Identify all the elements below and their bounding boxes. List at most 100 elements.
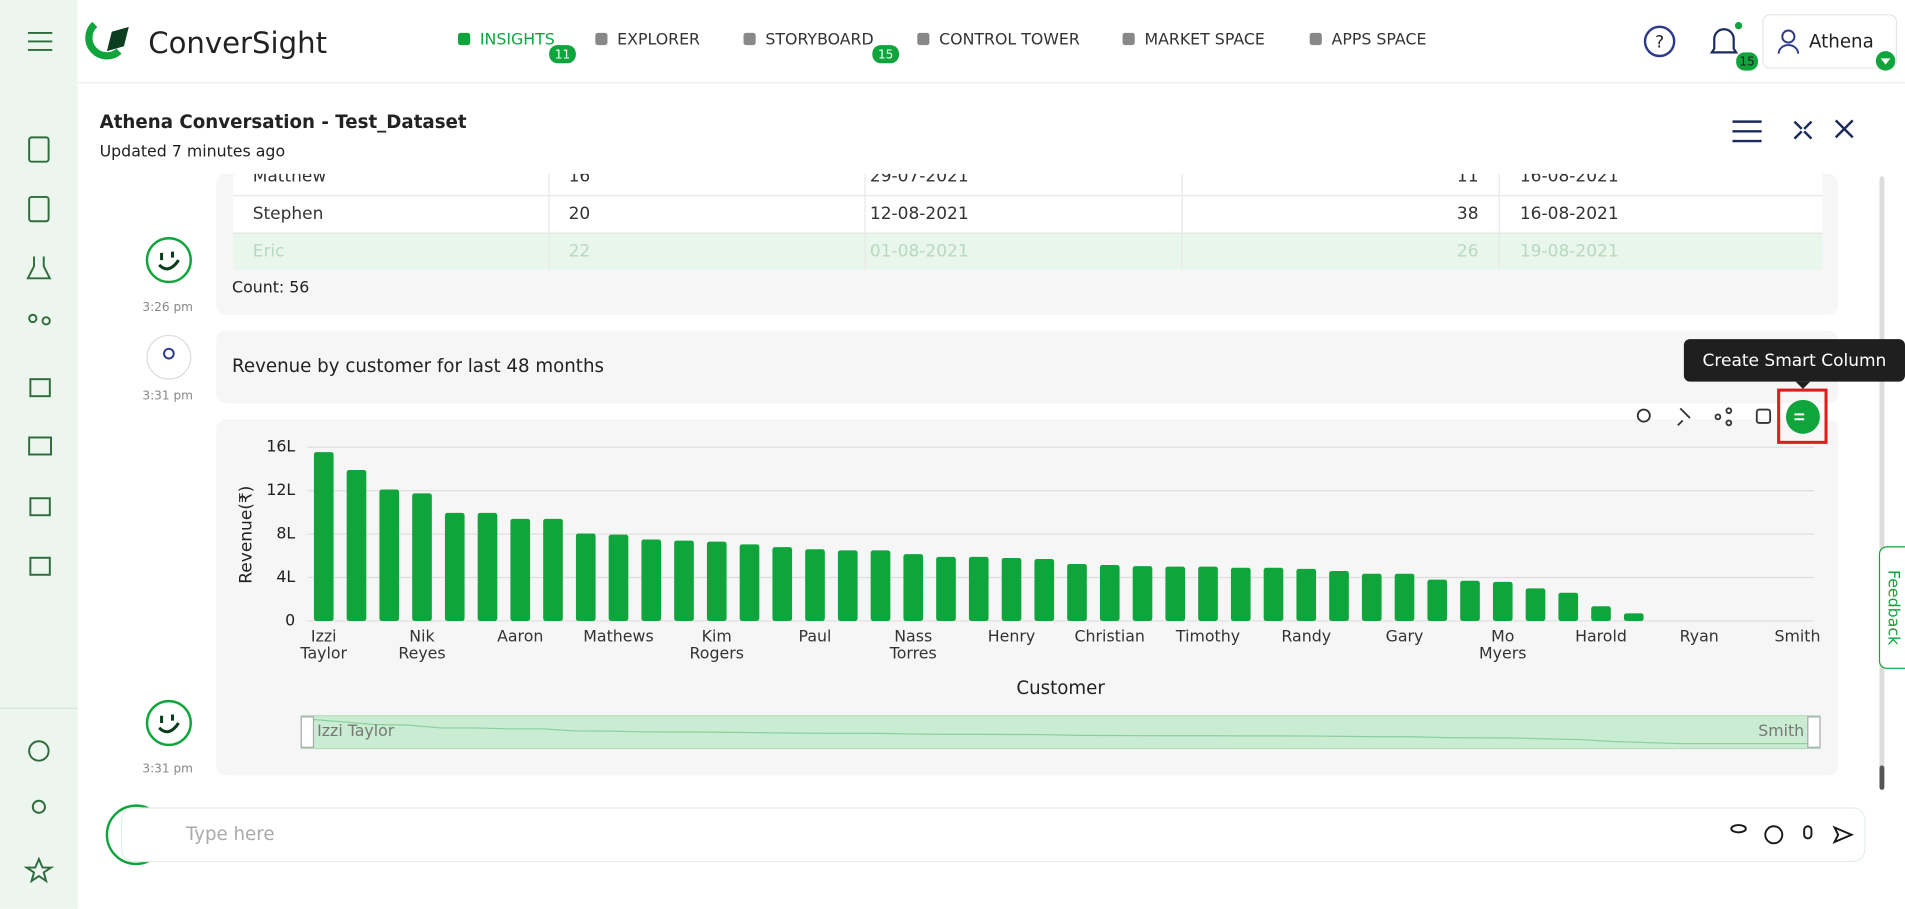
icon[interactable]	[29, 378, 51, 398]
x-tick-label: Kim Rogers	[656, 629, 777, 663]
bar	[1394, 573, 1415, 621]
scroll-thumb[interactable]	[1879, 765, 1885, 790]
nav-item[interactable]: STORYBOARD	[765, 30, 873, 49]
x-tick-label-text: Mathews	[583, 629, 654, 647]
y-tick-label: 8L	[276, 524, 295, 543]
bar	[870, 550, 891, 621]
timestamp: 3:26 pm	[142, 300, 193, 314]
icon[interactable]	[23, 856, 55, 884]
db-icon[interactable]	[1730, 824, 1747, 834]
range-start: Izzi Taylor	[317, 721, 395, 740]
user-icon	[1777, 44, 1800, 54]
bar	[968, 556, 989, 621]
nav-item[interactable]: EXPLORER	[617, 30, 700, 49]
bar	[1591, 606, 1611, 621]
bar	[1361, 573, 1382, 621]
mic-icon[interactable]	[1803, 825, 1813, 840]
range-handle[interactable]	[300, 716, 315, 748]
share-icon[interactable]	[1725, 419, 1733, 427]
tooltip	[1683, 339, 1905, 382]
dot	[1734, 21, 1743, 30]
badge-text: 15	[1739, 55, 1754, 69]
x-tick-label: Nass Torres	[852, 629, 973, 663]
user-avatar	[146, 334, 192, 380]
icon[interactable]	[31, 799, 46, 814]
icon[interactable]	[28, 136, 50, 163]
bar	[1329, 570, 1349, 621]
input-box[interactable]	[120, 807, 1866, 863]
table-cell: Stephen	[253, 204, 324, 224]
x-tick-label-box: Gary	[1344, 629, 1465, 646]
nav-icon	[595, 32, 608, 46]
logo	[85, 21, 122, 60]
user-button[interactable]	[1762, 14, 1898, 69]
bar	[1427, 579, 1448, 621]
bar	[379, 489, 400, 621]
x-tick-label-text: Paul	[798, 629, 832, 647]
x-tick-label-box: Izzi Taylor	[300, 629, 347, 662]
scrollbar	[1879, 176, 1885, 790]
bar	[1525, 588, 1546, 621]
send-icon[interactable]	[1832, 825, 1855, 844]
help-icon[interactable]	[1764, 825, 1784, 845]
range-handle[interactable]	[1807, 716, 1821, 748]
x-tick-label-box: Mo Myers	[1479, 629, 1526, 662]
nav-item[interactable]: MARKET SPACE	[1144, 30, 1264, 49]
x-tick-label: Gary	[1344, 629, 1465, 646]
icon[interactable]	[28, 436, 52, 456]
help-glyph: ?	[1655, 33, 1664, 53]
icon[interactable]	[28, 313, 38, 324]
x-tick-label: Harold	[1540, 629, 1661, 646]
zoom-icon[interactable]	[1636, 408, 1651, 423]
x-tick-label-box: Christian	[1049, 629, 1170, 646]
table-cell: Eric	[253, 242, 285, 262]
count: Count: 56	[232, 278, 309, 297]
bar	[1230, 567, 1251, 621]
bell-icon[interactable]	[1709, 28, 1739, 54]
share-icon[interactable]	[1714, 413, 1722, 421]
nav-icon	[1309, 32, 1322, 46]
table-icon[interactable]	[1755, 408, 1772, 424]
bar	[313, 452, 334, 621]
x-tick-label: Ryan	[1638, 629, 1759, 646]
nav-item[interactable]: CONTROL TOWER	[939, 30, 1080, 49]
icon[interactable]	[28, 740, 50, 762]
y-tick-label: 12L	[266, 480, 295, 499]
y-axis-label: Revenue(₹)	[237, 486, 257, 584]
highlight-box	[1777, 388, 1828, 444]
table-cell: Matthew	[253, 166, 327, 186]
bot-avatar	[145, 699, 192, 747]
x-tick-label-text: Ryan	[1679, 629, 1719, 647]
icon[interactable]	[29, 497, 51, 517]
menu-icon[interactable]	[27, 31, 53, 51]
x-tick-label: Christian	[1049, 629, 1170, 646]
collapse-icon[interactable]	[1793, 120, 1813, 140]
x-tick-label-box: Timothy	[1176, 629, 1240, 645]
bar	[903, 554, 924, 621]
bar	[837, 550, 858, 621]
filter-icon[interactable]	[1732, 120, 1762, 143]
bar	[1460, 580, 1480, 621]
y-tick-label: 4L	[276, 567, 295, 586]
share-icon[interactable]	[1725, 407, 1733, 415]
timestamp: 3:31 pm	[142, 389, 193, 403]
nav-item[interactable]: INSIGHTS	[480, 30, 555, 49]
nav-item[interactable]: APPS SPACE	[1332, 30, 1427, 49]
conversation-title: Athena Conversation - Test_Dataset	[100, 112, 467, 133]
feedback-tab[interactable]	[1878, 546, 1905, 669]
caret	[1880, 58, 1891, 65]
x-tick-label: Mathews	[558, 629, 679, 646]
close-icon[interactable]	[1834, 119, 1854, 139]
bar	[641, 539, 662, 621]
pin-icon[interactable]	[1677, 407, 1691, 426]
y-tick-label: 0	[285, 610, 295, 629]
icon[interactable]	[28, 195, 50, 223]
smart-column-button[interactable]	[1785, 399, 1820, 434]
range-track	[300, 715, 1821, 750]
bar	[346, 470, 367, 621]
row-highlight	[233, 232, 1823, 270]
icon[interactable]	[26, 256, 52, 280]
icon[interactable]	[41, 316, 51, 326]
help-icon[interactable]	[1643, 25, 1676, 58]
icon[interactable]	[29, 556, 51, 576]
